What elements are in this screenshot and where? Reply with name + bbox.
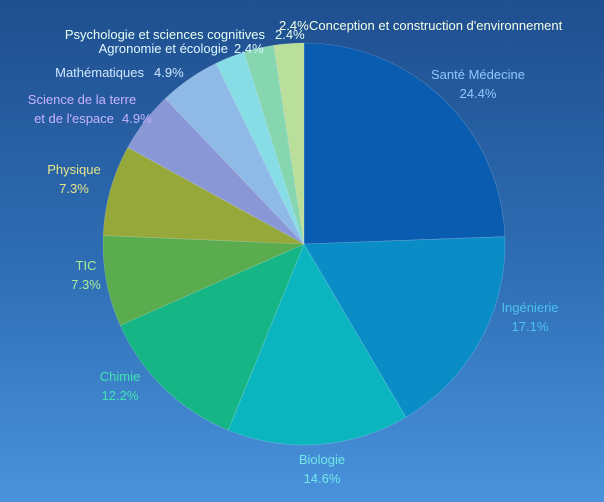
slice-label-10-name: Psychologie et sciences cognitives	[65, 27, 266, 42]
slice-label-7-name-cont: et de l'espace	[34, 111, 114, 126]
slice-label-5-name: TIC	[76, 258, 97, 273]
slice-label-8-value: 4.9%	[154, 65, 184, 80]
pie-slice-1	[303, 42, 506, 245]
slice-label-4-value: 12.2%	[102, 388, 139, 403]
slice-label-9-value: 2.4%	[234, 41, 264, 56]
slice-label-8-name: Mathématiques	[55, 65, 144, 80]
pie-slice-4	[119, 243, 305, 431]
slice-label-6-value: 7.3%	[59, 181, 89, 196]
slice-label-2-name: Ingénierie	[501, 300, 558, 315]
slice-label-3-value: 14.6%	[304, 471, 341, 486]
slice-label-2-value: 17.1%	[512, 319, 549, 334]
slice-label-6-name: Physique	[47, 162, 100, 177]
pie-slice-3	[227, 243, 407, 446]
slice-label-11-value: 2.4%	[279, 18, 309, 33]
slice-label-11-name: Conception et construction d'environneme…	[309, 18, 563, 33]
pie-slice-2	[303, 236, 506, 418]
pie-slice-8	[164, 62, 305, 245]
slice-label-3-name: Biologie	[299, 452, 345, 467]
slice-label-1-value: 24.4%	[460, 86, 497, 101]
slice-label-1-name: Santé Médecine	[431, 67, 525, 82]
pie-slice-6	[102, 146, 305, 245]
pie-slice-7	[127, 98, 305, 245]
slice-label-7-name: Science de la terre	[28, 92, 136, 107]
slice-label-5-value: 7.3%	[71, 277, 101, 292]
pie-slice-9	[215, 51, 305, 245]
slice-label-9-name: Agronomie et écologie	[99, 41, 228, 56]
slice-label-7-value: 4.9%	[122, 111, 152, 126]
pie-slice-5	[102, 235, 305, 326]
slice-label-10-value: 2.4%	[275, 27, 305, 42]
slice-label-4-name: Chimie	[100, 369, 140, 384]
pie-slice-10	[243, 44, 305, 245]
pie-slice-11	[273, 42, 305, 245]
